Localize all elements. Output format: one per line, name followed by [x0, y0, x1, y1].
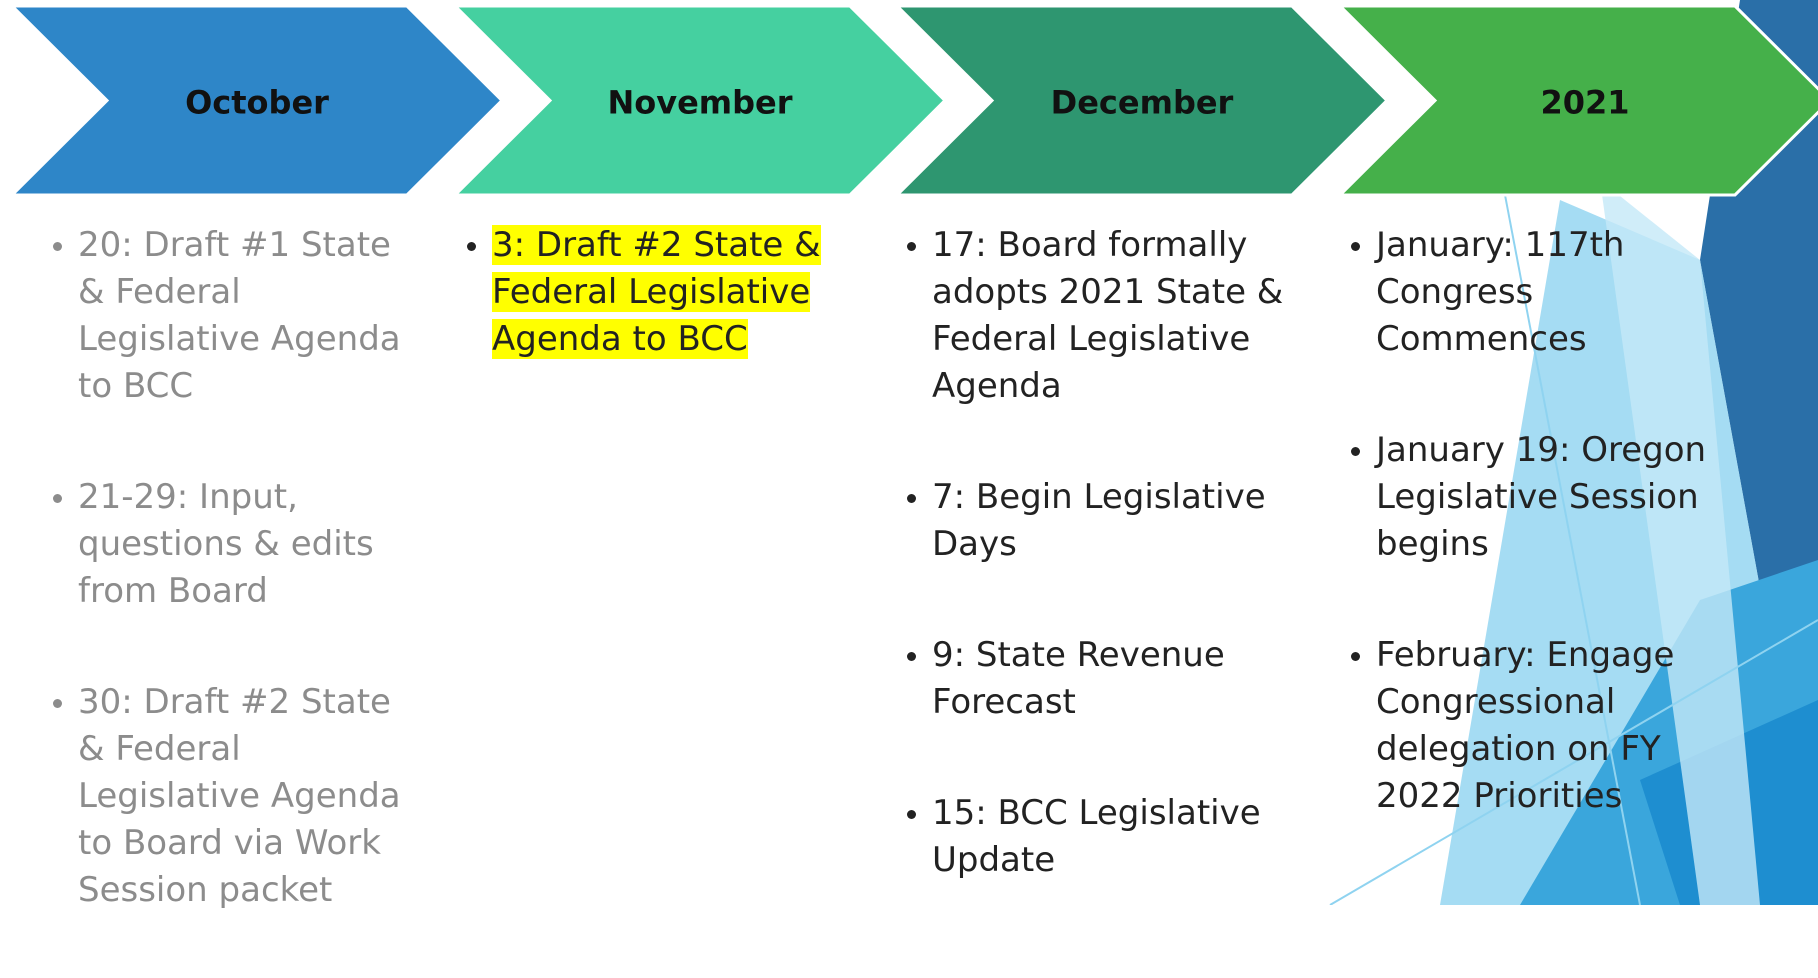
bullet-item: 30: Draft #2 State & Federal Legislative…	[78, 679, 402, 914]
column: 3: Draft #2 State & Federal Legislative …	[456, 222, 836, 427]
slide: October November December 2021 20: Draft #1…	[0, 0, 1818, 905]
right-decoration	[1329, 0, 1818, 905]
column: 17: Board formally adopts 2021 State & F…	[896, 222, 1296, 948]
bullet-text: 15: BCC Legislative Update	[932, 793, 1261, 880]
bullet-item: 3: Draft #2 State & Federal Legislative …	[492, 222, 836, 363]
bullet-item: 7: Begin Legislative Days	[932, 474, 1296, 568]
bullet-list: 17: Board formally adopts 2021 State & F…	[896, 222, 1296, 884]
bullet-item: 15: BCC Legislative Update	[932, 790, 1296, 884]
deco-shape	[1600, 180, 1760, 905]
bullet-text: 20: Draft #1 State & Federal Legislative…	[78, 225, 401, 406]
deco-line	[1329, 619, 1818, 905]
column-heading: November	[607, 84, 792, 122]
bullet-text: January 19: Oregon Legislative Session b…	[1376, 430, 1707, 564]
bullet-list: 3: Draft #2 State & Federal Legislative …	[456, 222, 836, 363]
bullet-item: 9: State Revenue Forecast	[932, 632, 1296, 726]
chevron	[893, 4, 1390, 197]
bullet-item: 21-29: Input, questions & edits from Boa…	[78, 474, 402, 615]
column: 20: Draft #1 State & Federal Legislative…	[42, 222, 402, 978]
bullet-item: 17: Board formally adopts 2021 State & F…	[932, 222, 1296, 410]
bullet-text: 21-29: Input, questions & edits from Boa…	[78, 477, 374, 611]
bullet-text: 7: Begin Legislative Days	[932, 477, 1266, 564]
bullet-text: 30: Draft #2 State & Federal Legislative…	[78, 682, 401, 910]
column-heading: December	[1051, 84, 1234, 122]
chevron	[1336, 4, 1818, 197]
bullet-text: January: 117th Congress Commences	[1376, 225, 1625, 359]
bullet-list: 20: Draft #1 State & Federal Legislative…	[42, 222, 402, 914]
column-heading: 2021	[1540, 84, 1629, 122]
column-heading: October	[185, 84, 329, 122]
bullet-text: 17: Board formally adopts 2021 State & F…	[932, 225, 1284, 406]
chevron	[451, 4, 948, 197]
column: January: 117th Congress Commences January…	[1340, 222, 1710, 884]
bullet-text: February: Engage Congressional delegatio…	[1376, 635, 1675, 816]
chevron	[8, 4, 505, 197]
chevron-row: October November December 2021	[8, 4, 1818, 197]
bullet-item: January 19: Oregon Legislative Session b…	[1376, 427, 1710, 568]
bullet-item: February: Engage Congressional delegatio…	[1376, 632, 1710, 820]
deco-line	[1504, 194, 1641, 905]
bullet-text: 3: Draft #2 State & Federal Legislative …	[492, 225, 821, 359]
bullet-list: January: 117th Congress Commences January…	[1340, 222, 1710, 820]
bullet-text: 9: State Revenue Forecast	[932, 635, 1225, 722]
bullet-item: January: 117th Congress Commences	[1376, 222, 1710, 363]
slide-graphics: October November December 2021	[8, 0, 1818, 905]
bullet-item: 20: Draft #1 State & Federal Legislative…	[78, 222, 402, 410]
